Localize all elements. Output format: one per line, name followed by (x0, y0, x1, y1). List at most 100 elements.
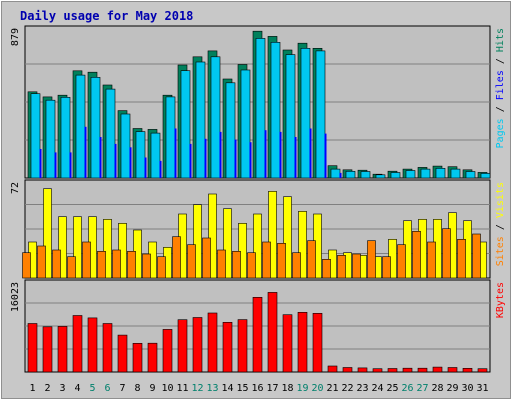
bar-pages-8 (144, 157, 147, 178)
x-tick-label: 13 (206, 383, 218, 394)
bar-kbytes-21 (327, 365, 338, 373)
x-tick-label: 31 (476, 383, 488, 394)
bar-pages-5 (99, 137, 102, 178)
x-tick-label: 5 (89, 383, 95, 394)
bar-sites-12 (187, 244, 196, 279)
x-tick-label: 1 (29, 383, 35, 394)
series-files (30, 38, 491, 179)
legend-entry: Sites (495, 236, 506, 266)
bar-kbytes-23 (357, 367, 368, 373)
bar-sites-19 (292, 252, 301, 279)
bar-kbytes-27 (417, 367, 428, 373)
bar-sites-31 (472, 233, 481, 279)
bar-pages-19 (309, 128, 312, 178)
panel-max-label: 72 (10, 182, 21, 194)
x-tick-label: 25 (386, 383, 398, 394)
panel-max-label: 879 (10, 28, 21, 46)
x-axis-tick-labels: 1 2 3 4 5 6 7 8 9 10 11 12 13 14 15 16 17 18 19 20 21 22 23 24 2… (29, 383, 488, 394)
bar-files-7 (120, 113, 131, 179)
x-tick-label: 14 (221, 383, 233, 394)
bar-kbytes-29 (447, 367, 458, 373)
bar-sites-20 (307, 240, 316, 279)
bar-files-24 (375, 174, 386, 179)
x-tick-label: 23 (356, 383, 368, 394)
bar-files-4 (75, 74, 86, 179)
bar-kbytes-7 (117, 334, 128, 373)
x-tick-label: 12 (191, 383, 203, 394)
bar-sites-30 (457, 239, 466, 279)
bar-visits-12 (193, 204, 202, 279)
bar-sites-9 (142, 253, 151, 279)
x-tick-label: 3 (59, 383, 65, 394)
panel-top: 879 Pages / Files / Hits (10, 25, 506, 179)
bar-pages-13 (219, 131, 222, 178)
legend-entry: / (495, 218, 506, 236)
bar-sites-13 (202, 237, 211, 279)
bar-files-12 (195, 61, 206, 179)
bar-sites-14 (217, 249, 226, 279)
bar-kbytes-20 (312, 312, 323, 373)
x-tick-label: 20 (311, 383, 323, 394)
bar-sites-24 (367, 240, 376, 279)
bar-pages-11 (189, 143, 192, 178)
bar-sites-7 (112, 249, 121, 279)
legend-entry: Hits (495, 28, 506, 52)
bar-kbytes-28 (432, 366, 443, 373)
bar-visits-13 (208, 193, 217, 279)
bar-pages-18 (294, 137, 297, 178)
bar-pages-10 (174, 128, 177, 178)
x-tick-label: 15 (236, 383, 248, 394)
bar-files-20 (315, 50, 326, 179)
bar-files-22 (345, 171, 356, 179)
bar-sites-11 (172, 236, 181, 279)
bar-files-11 (180, 70, 191, 179)
bar-kbytes-26 (402, 367, 413, 373)
bar-files-26 (405, 170, 416, 179)
bar-sites-25 (382, 256, 391, 279)
legend-entry: / (495, 52, 506, 70)
bar-sites-16 (247, 252, 256, 279)
bar-files-21 (330, 168, 341, 179)
bar-kbytes-25 (387, 368, 398, 373)
bar-sites-17 (262, 241, 271, 279)
bar-sites-5 (82, 241, 91, 279)
x-tick-label: 27 (416, 383, 428, 394)
bar-visits-14 (223, 208, 232, 279)
bar-pages-4 (84, 126, 87, 178)
bar-kbytes-16 (252, 296, 263, 373)
bar-files-8 (135, 131, 146, 179)
bar-pages-12 (204, 138, 207, 178)
x-tick-label: 9 (149, 383, 155, 394)
x-tick-label: 17 (266, 383, 278, 394)
bar-visits-3 (58, 216, 67, 279)
bar-kbytes-12 (192, 317, 203, 373)
bar-files-30 (465, 171, 476, 179)
bar-sites-6 (97, 251, 106, 279)
bar-visits-2 (43, 188, 52, 279)
bar-pages-1 (39, 149, 42, 178)
x-tick-label: 4 (74, 383, 80, 394)
legend-entry: Files (495, 70, 506, 100)
x-tick-label: 8 (134, 383, 140, 394)
bar-files-13 (210, 56, 221, 179)
bar-pages-16 (264, 130, 267, 178)
x-tick-label: 19 (296, 383, 308, 394)
legend-entry: KBytes (495, 282, 506, 318)
bar-pages-21 (339, 172, 342, 178)
bar-sites-3 (52, 249, 61, 279)
series-kbytes (27, 292, 488, 373)
chart-title: Daily usage for May 2018 (20, 9, 193, 23)
panel-legend: Sites / Visits (495, 182, 506, 266)
bar-kbytes-30 (462, 367, 473, 373)
bar-files-5 (90, 77, 101, 179)
x-tick-label: 7 (119, 383, 125, 394)
bar-visits-4 (73, 216, 82, 279)
x-tick-label: 26 (401, 383, 413, 394)
panel-middle: 72 Sites / Visits (10, 179, 506, 279)
bar-files-14 (225, 82, 236, 179)
bar-kbytes-4 (72, 315, 83, 373)
bar-sites-28 (427, 241, 436, 279)
bar-kbytes-15 (237, 319, 248, 373)
bar-files-6 (105, 88, 116, 179)
